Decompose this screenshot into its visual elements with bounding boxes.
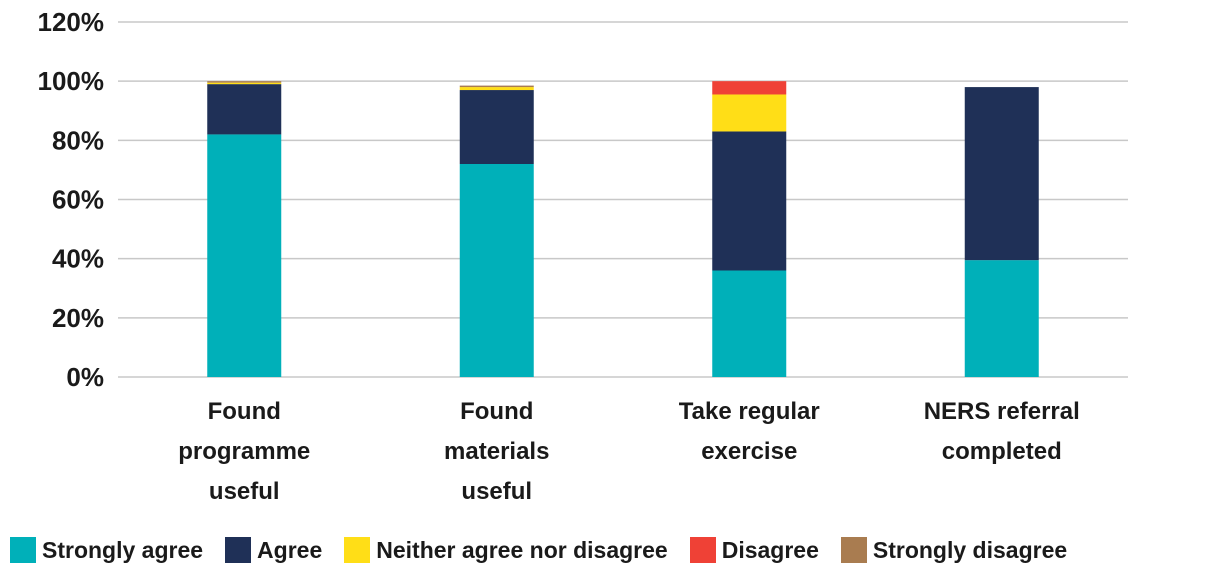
bar-segment <box>207 82 282 85</box>
legend-swatch <box>225 537 252 563</box>
legend-item: Strongly disagree <box>840 536 1068 564</box>
legend-swatch <box>10 537 36 563</box>
y-axis-ticks: 0% 20% 40% 60% 80% 100% 120% <box>38 7 105 392</box>
bar-segment <box>207 84 282 135</box>
category-label: Found <box>460 398 533 425</box>
legend-swatch <box>840 537 867 563</box>
bar-segment <box>207 134 282 377</box>
bar-segment <box>712 94 787 132</box>
legend: Strongly agree Agree Neither agree nor dis… <box>10 535 1067 565</box>
category-labels: Found programme useful Found materials useful… <box>178 398 1080 505</box>
y-tick-label: 0% <box>66 362 104 392</box>
bar-segment <box>459 87 534 91</box>
bars <box>207 81 1039 377</box>
y-tick-label: 60% <box>52 185 104 215</box>
category-label: Take regular <box>679 398 820 425</box>
y-tick-label: 120% <box>38 7 105 37</box>
y-tick-label: 20% <box>52 303 104 333</box>
category-label: exercise <box>701 438 797 465</box>
legend-item: Disagree <box>689 536 819 564</box>
bar-segment <box>459 85 534 88</box>
category-label: programme <box>178 438 310 465</box>
bar-segment <box>459 90 534 164</box>
legend-label: Strongly disagree <box>872 536 1068 563</box>
legend-item: Agree <box>225 537 322 564</box>
y-tick-label: 80% <box>52 125 104 155</box>
category-label: useful <box>461 478 532 505</box>
category-label: materials <box>444 438 549 465</box>
legend-item: Strongly agree <box>10 537 203 564</box>
bar-segment <box>964 87 1039 261</box>
bar-segment <box>712 131 787 271</box>
legend-label: Strongly agree <box>42 536 204 563</box>
y-tick-label: 100% <box>38 66 105 96</box>
legend-label: Agree <box>257 536 323 563</box>
category-label: NERS referral <box>924 398 1080 425</box>
bar-segment <box>712 270 787 377</box>
legend-swatch <box>344 537 371 563</box>
legend-label: Disagree <box>721 536 819 563</box>
bar-segment <box>459 164 534 377</box>
bar-segment <box>207 81 282 83</box>
legend-item: Neither agree nor disagree <box>344 536 668 564</box>
gridlines <box>118 21 1128 378</box>
bar-segment <box>964 260 1039 377</box>
legend-swatch <box>689 537 716 563</box>
legend-label: Neither agree nor disagree <box>376 536 668 563</box>
bar-segment <box>712 81 787 95</box>
category-label: useful <box>209 478 280 505</box>
y-tick-label: 40% <box>52 244 104 274</box>
category-label: Found <box>208 398 281 425</box>
category-label: completed <box>942 438 1062 465</box>
